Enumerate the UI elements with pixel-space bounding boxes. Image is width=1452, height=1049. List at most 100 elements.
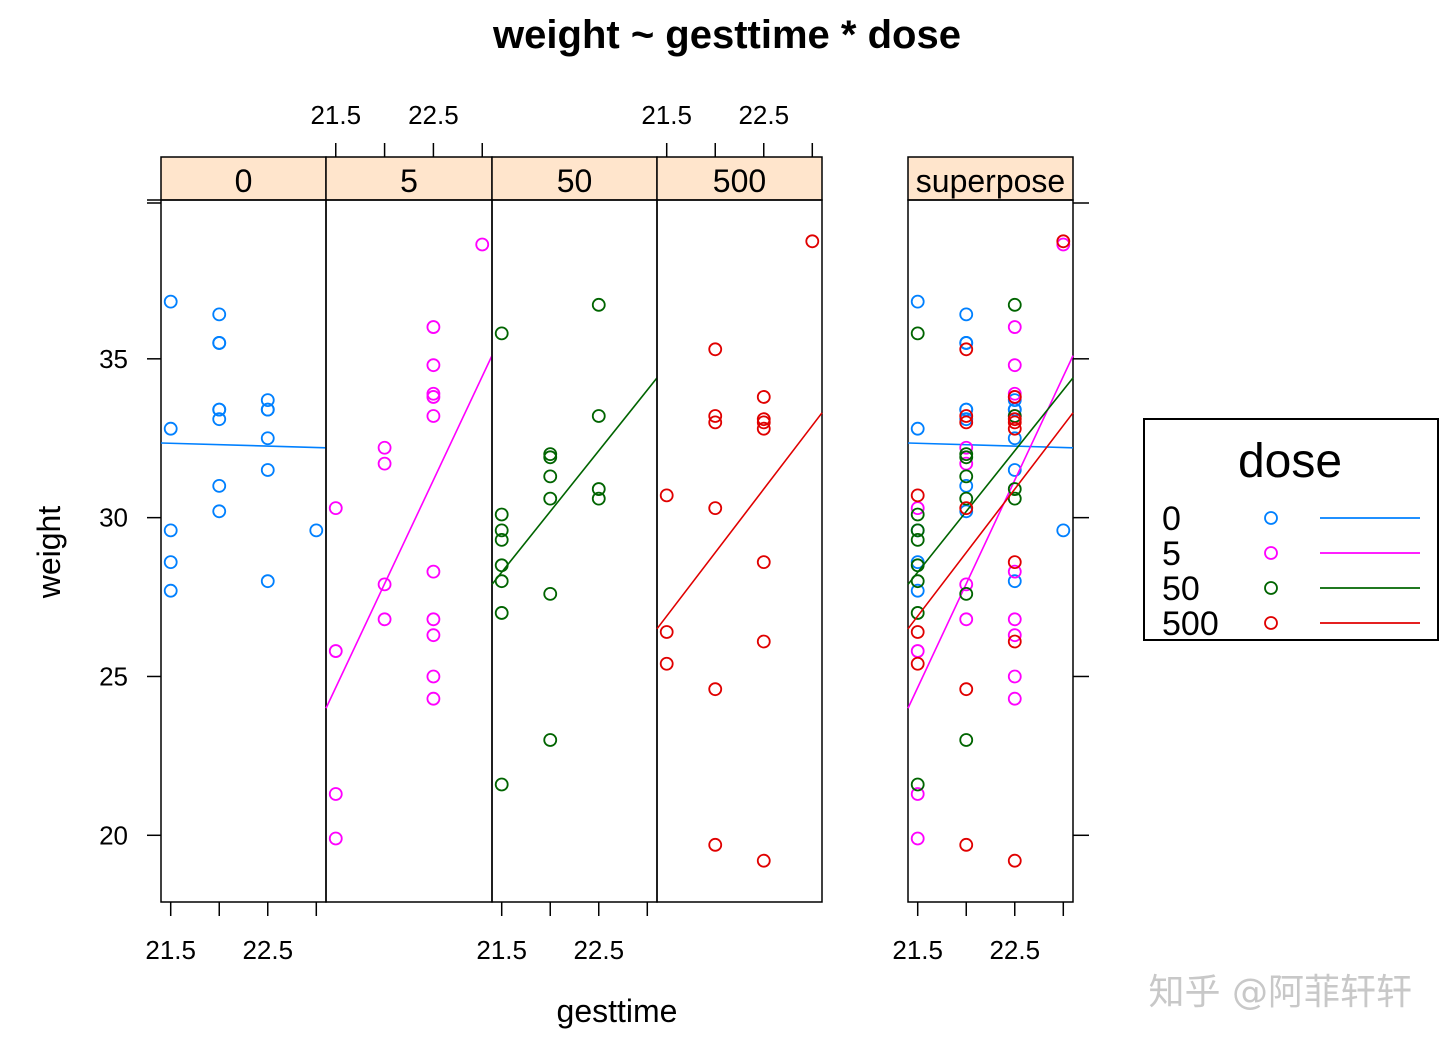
x-axis-ticks: 21.5 22.5: [641, 100, 814, 157]
data-point: [959, 415, 974, 430]
data-point: [910, 787, 925, 801]
x-tick-label: 22.5: [989, 935, 1040, 965]
panel-frame: [907, 199, 1074, 903]
data-point: [212, 402, 227, 417]
data-point: [959, 469, 974, 484]
data-point: [212, 412, 227, 427]
data-point: [1007, 421, 1022, 436]
data-point: [910, 644, 925, 658]
data-point: [591, 409, 606, 423]
fit-line: [656, 412, 823, 630]
data-point: [377, 440, 392, 455]
data-point: [1007, 853, 1022, 868]
panel-50: 50 21.5 22.5: [476, 156, 658, 965]
legend-label: 500: [1162, 605, 1219, 643]
fit-line: [325, 355, 493, 709]
legend-label: 5: [1162, 535, 1181, 573]
x-tick-label: 22.5: [408, 100, 459, 130]
x-tick-label: 21.5: [641, 100, 692, 130]
data-point: [910, 831, 925, 846]
data-point: [659, 656, 674, 671]
data-point: [959, 440, 974, 455]
data-point: [543, 469, 558, 484]
data-point: [910, 488, 925, 503]
data-point: [1007, 297, 1022, 312]
panel-frame: [160, 199, 327, 903]
data-point: [1007, 431, 1022, 446]
data-point: [1007, 320, 1022, 334]
data-point: [494, 326, 509, 341]
x-tick-label: 22.5: [242, 935, 293, 965]
panel-frame: [656, 199, 823, 903]
legend-entry-50: 50: [1162, 570, 1420, 608]
fit-line: [907, 412, 1074, 630]
fit-line: [907, 355, 1074, 709]
legend-entry-0: 0: [1162, 500, 1420, 538]
data-point: [163, 421, 178, 436]
data-point: [426, 628, 441, 643]
legend-point: [1264, 581, 1278, 595]
x-axis-label: gesttime: [557, 993, 678, 1029]
data-point: [910, 326, 925, 341]
data-point: [163, 583, 178, 598]
data-point: [494, 523, 509, 538]
fit-line: [907, 377, 1074, 585]
data-point: [1056, 523, 1071, 538]
x-tick-label: 22.5: [573, 935, 624, 965]
data-point: [959, 491, 974, 506]
data-point: [260, 463, 275, 477]
legend-point: [1264, 616, 1278, 630]
data-point: [1007, 634, 1022, 649]
fit-line: [907, 442, 1074, 449]
strip-label: 0: [235, 163, 253, 199]
data-point: [1007, 415, 1022, 430]
data-point: [1007, 691, 1022, 706]
x-tick-label: 21.5: [145, 935, 196, 965]
data-point: [328, 787, 343, 801]
data-point: [377, 612, 392, 627]
data-point: [1007, 491, 1022, 506]
data-point: [494, 558, 509, 573]
fit-line: [491, 377, 658, 585]
data-point: [959, 409, 974, 423]
x-axis-ticks: 21.5 22.5: [310, 100, 483, 157]
data-point: [708, 837, 723, 852]
data-point: [494, 606, 509, 620]
series-50: [907, 297, 1074, 792]
y-tick-label: 25: [99, 661, 128, 691]
data-point: [328, 501, 343, 516]
data-point: [543, 733, 558, 747]
x-axis-ticks: 21.5 22.5: [476, 902, 649, 965]
data-point: [959, 336, 974, 350]
data-point: [543, 491, 558, 506]
legend-point: [1264, 511, 1278, 525]
y-axis-label: weight: [31, 506, 67, 600]
data-point: [1007, 612, 1022, 627]
data-point: [910, 777, 925, 792]
data-point: [426, 669, 441, 684]
y-axis: 20 25 30 35: [99, 199, 1089, 850]
x-tick-label: 21.5: [310, 100, 361, 130]
data-point: [591, 482, 606, 496]
data-point: [910, 656, 925, 671]
data-point: [910, 574, 925, 589]
strip-label: superpose: [916, 163, 1065, 199]
y-tick-label: 35: [99, 344, 128, 374]
data-point: [260, 574, 275, 589]
data-point: [260, 431, 275, 446]
chart-title: weight ~ gesttime * dose: [492, 13, 961, 57]
data-point: [910, 523, 925, 538]
data-point: [959, 682, 974, 697]
data-point: [426, 390, 441, 404]
data-point: [260, 402, 275, 417]
panel-500: 500 21.5 22.5: [641, 100, 823, 903]
x-axis-ticks: 21.5 22.5: [145, 902, 318, 965]
data-point: [309, 523, 324, 538]
data-point: [959, 733, 974, 747]
data-point: [426, 691, 441, 706]
legend-label: 0: [1162, 500, 1181, 538]
data-point: [426, 564, 441, 579]
